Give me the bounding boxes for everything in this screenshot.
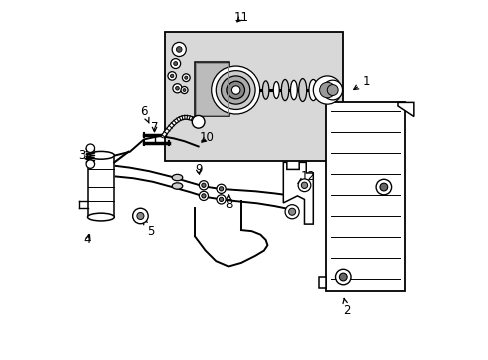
Circle shape <box>217 195 225 204</box>
Circle shape <box>211 66 259 114</box>
Circle shape <box>181 86 188 94</box>
Text: 1: 1 <box>353 75 369 90</box>
Ellipse shape <box>290 80 297 100</box>
Circle shape <box>184 76 187 79</box>
Circle shape <box>86 144 94 153</box>
Circle shape <box>170 59 180 68</box>
Circle shape <box>216 71 255 109</box>
Circle shape <box>219 187 223 191</box>
Text: 9: 9 <box>195 163 202 176</box>
Circle shape <box>217 184 225 193</box>
Circle shape <box>173 62 177 66</box>
Ellipse shape <box>87 152 114 159</box>
Ellipse shape <box>172 174 183 181</box>
Circle shape <box>176 47 182 52</box>
Circle shape <box>167 72 176 80</box>
Ellipse shape <box>273 82 279 99</box>
Circle shape <box>172 42 186 57</box>
Circle shape <box>326 85 337 95</box>
Circle shape <box>322 80 342 100</box>
Circle shape <box>231 86 240 94</box>
Circle shape <box>288 208 295 215</box>
Circle shape <box>219 197 223 202</box>
Text: 12: 12 <box>297 170 315 183</box>
Polygon shape <box>165 32 343 161</box>
Circle shape <box>182 74 190 82</box>
Circle shape <box>202 194 205 198</box>
Bar <box>87 155 114 217</box>
Text: 6: 6 <box>140 105 149 123</box>
Text: 3: 3 <box>79 149 90 162</box>
Text: 11: 11 <box>233 11 248 24</box>
Circle shape <box>173 84 182 93</box>
Text: 10: 10 <box>200 131 214 144</box>
Ellipse shape <box>87 213 114 221</box>
Circle shape <box>301 182 307 189</box>
Polygon shape <box>283 162 313 224</box>
Text: 2: 2 <box>342 298 350 317</box>
Polygon shape <box>318 277 325 288</box>
Ellipse shape <box>172 183 183 189</box>
Circle shape <box>285 205 299 219</box>
Circle shape <box>199 191 208 201</box>
Circle shape <box>375 179 391 195</box>
Ellipse shape <box>281 80 288 100</box>
Circle shape <box>199 181 208 190</box>
Text: 5: 5 <box>142 220 154 238</box>
Circle shape <box>183 89 185 91</box>
Bar <box>195 62 228 117</box>
Circle shape <box>137 212 143 220</box>
Circle shape <box>319 82 334 98</box>
Ellipse shape <box>298 78 306 102</box>
Circle shape <box>175 86 179 90</box>
Circle shape <box>226 81 244 99</box>
Ellipse shape <box>262 81 268 99</box>
Ellipse shape <box>326 80 334 100</box>
Bar <box>196 63 227 116</box>
Circle shape <box>192 116 204 128</box>
Bar <box>325 102 404 291</box>
Text: 8: 8 <box>224 195 232 211</box>
Circle shape <box>339 273 346 281</box>
Ellipse shape <box>308 80 317 100</box>
Circle shape <box>170 74 174 78</box>
Circle shape <box>202 183 205 188</box>
Text: 7: 7 <box>150 121 158 134</box>
Polygon shape <box>397 102 413 117</box>
Circle shape <box>86 160 94 168</box>
Circle shape <box>313 76 341 104</box>
Ellipse shape <box>317 80 325 100</box>
Text: 4: 4 <box>83 234 91 247</box>
Circle shape <box>379 183 387 191</box>
Circle shape <box>132 208 148 224</box>
Circle shape <box>298 179 310 192</box>
Circle shape <box>221 76 249 104</box>
Circle shape <box>335 269 350 285</box>
